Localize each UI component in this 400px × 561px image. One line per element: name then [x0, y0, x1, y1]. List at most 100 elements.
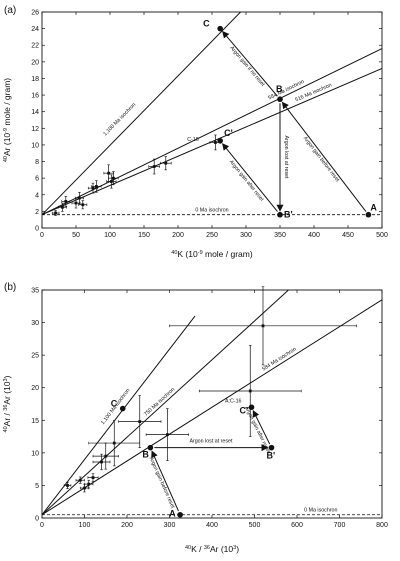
x-tick-label: 400 [308, 232, 320, 239]
x-tick-label: 500 [376, 232, 388, 239]
x-axis-title-sup2: 36 [204, 545, 210, 551]
x-axis-title: 40K / 36Ar (103) [185, 544, 239, 554]
y-tick-label: 5 [35, 483, 39, 490]
key-point-marker [119, 405, 126, 412]
key-point-marker [277, 96, 283, 103]
key-point-marker [177, 511, 183, 518]
x-tick-label: 100 [104, 232, 116, 239]
y-tick-label: 0 [35, 516, 39, 523]
sample-label: C-16 [187, 137, 199, 143]
x-tick-label: 600 [291, 522, 303, 529]
sample-point [58, 202, 67, 212]
isochron-line [42, 315, 196, 516]
sample-point [169, 286, 357, 366]
sample-marker [261, 324, 265, 328]
x-tick-label: 350 [274, 232, 286, 239]
arrow-line [222, 143, 278, 212]
sample-point [87, 473, 99, 482]
x-tick-label: 0 [40, 522, 44, 529]
x-tick-label: 500 [249, 522, 261, 529]
key-point-label: B [142, 450, 149, 460]
sample-marker [112, 176, 115, 180]
y-tick-label: 8 [35, 159, 39, 166]
sample-marker [74, 201, 78, 205]
y-axis-title: 40Ar / 36Ar (103) [2, 375, 12, 432]
isochron-label: 584 Ma isochron [261, 346, 297, 372]
arrow-label: Argon gain after reset [228, 159, 265, 203]
key-point-marker [217, 25, 223, 32]
y-tick-label: 20 [31, 385, 39, 392]
y-tick-label: 6 [35, 176, 39, 183]
y-axis-title-sup2: 36 [3, 405, 9, 411]
isochron-lines [42, 12, 382, 216]
sample-point [84, 479, 94, 489]
sample-marker [91, 186, 95, 190]
y-axis-title-main: Ar (10 [2, 133, 12, 156]
isochron-line [42, 290, 289, 516]
arrow-label: Argon lost at reset [283, 135, 289, 179]
y-tick-label: 26 [31, 10, 39, 17]
sample-marker [248, 389, 252, 393]
x-axis-title-main: K / [191, 544, 204, 554]
y-tick-label: 4 [35, 192, 39, 199]
y-tick-label: 16 [31, 93, 39, 100]
arrow-label: Argon lost at reset [189, 439, 233, 445]
y-tick-label: 24 [31, 26, 39, 33]
key-point-label: B' [284, 210, 293, 220]
key-point-marker [217, 137, 223, 144]
key-point-marker [248, 404, 255, 411]
x-tick-label: 800 [376, 522, 388, 529]
sample-point [148, 158, 160, 175]
key-point-label: B [276, 84, 283, 94]
x-tick-label: 700 [334, 522, 346, 529]
sample-points [63, 286, 357, 493]
x-tick-label: 200 [121, 522, 133, 529]
isochron-label: 0 Ma isochron [304, 508, 337, 514]
sample-point [61, 196, 71, 207]
y-tick-label: 12 [31, 126, 39, 133]
y-tick-label: 30 [31, 320, 39, 327]
isochron-lines [42, 290, 382, 516]
isochron-label: 1,100 Ma isochron [102, 102, 137, 137]
x-tick-label: 50 [72, 232, 80, 239]
sample-point [198, 345, 302, 437]
key-point-label: C [203, 19, 210, 29]
sample-point [88, 419, 141, 467]
y-tick-label: 10 [31, 142, 39, 149]
isochron-line [42, 12, 242, 216]
x-axis-title-sup: 40 [171, 250, 177, 256]
sample-marker [214, 141, 217, 144]
sample-marker [66, 484, 69, 487]
sample-point [78, 200, 88, 210]
sample-marker [95, 185, 98, 188]
x-tick-label: 250 [206, 232, 218, 239]
key-point-label: B' [267, 451, 276, 461]
sample-marker [91, 476, 95, 480]
isochron-line [42, 68, 382, 216]
y-tick-label: 10 [31, 450, 39, 457]
sample-points [51, 134, 222, 216]
x-axis-title-main: K (10 [177, 249, 198, 259]
sample-point [118, 395, 162, 448]
key-point-marker [268, 444, 275, 451]
panel-label: (b) [4, 282, 16, 293]
y-axis-title-tail: ) [2, 375, 12, 378]
y-tick-label: 0 [35, 226, 39, 233]
isochron-line [42, 299, 382, 516]
isochron-label: 0 Ma isochron [195, 208, 228, 214]
sample-marker [138, 420, 142, 423]
arrow-label: Argon gain before reset [302, 136, 341, 184]
x-tick-label: 300 [164, 522, 176, 529]
y-axis-title-exp: -9 [3, 128, 9, 133]
y-tick-label: 2 [35, 209, 39, 216]
arrow-label: Argon gain before reset [148, 456, 176, 510]
sample-marker [109, 180, 113, 183]
arrow-line [281, 101, 367, 212]
sample-point [106, 174, 117, 189]
sample-point [75, 476, 85, 484]
sample-marker [165, 433, 169, 437]
sample-marker [100, 460, 103, 464]
arrow-label: Argon gain if no reset [228, 45, 265, 88]
isochron-label: 750 Ma isochron [143, 387, 176, 418]
sample-point [160, 156, 172, 171]
